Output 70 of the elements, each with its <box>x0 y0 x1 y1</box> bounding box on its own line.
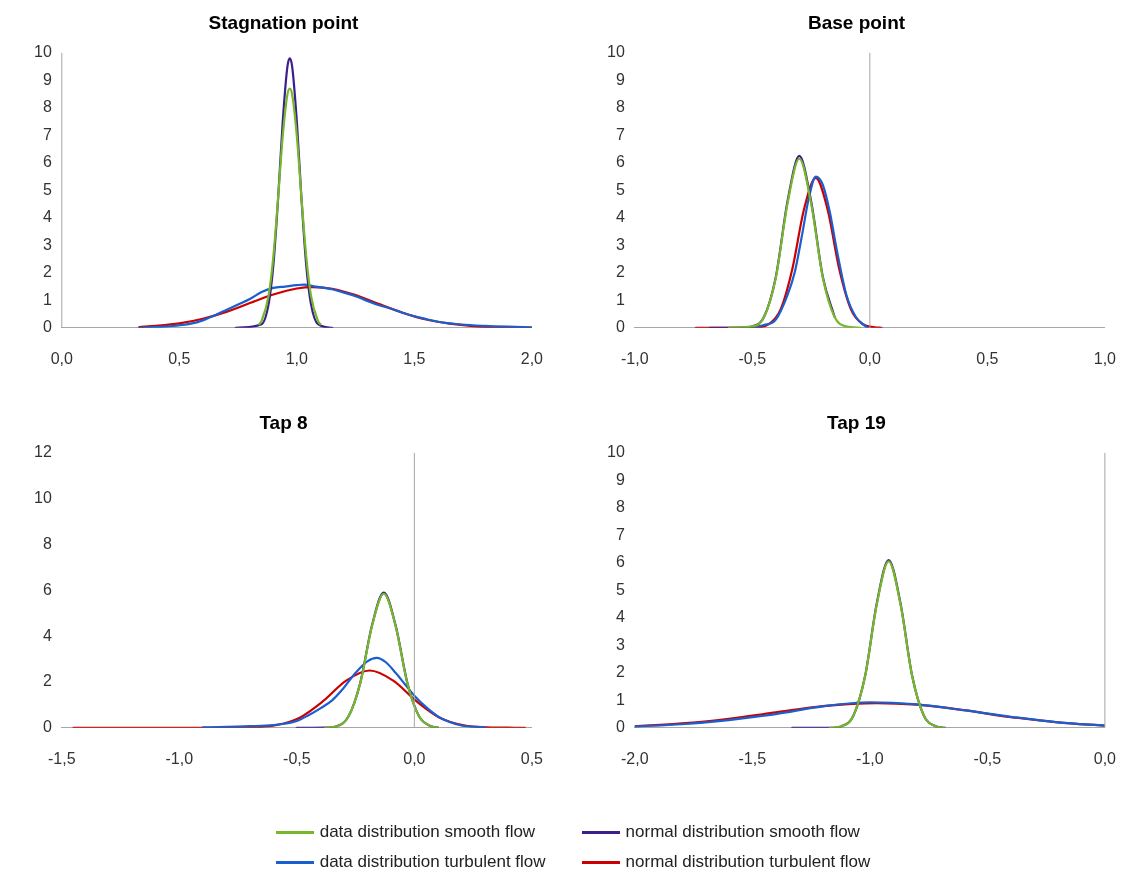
y-tick-label: 7 <box>615 525 625 543</box>
y-tick-label: 8 <box>615 498 625 516</box>
y-tick-label: 5 <box>615 580 625 598</box>
x-tick-label: -2,0 <box>621 749 649 767</box>
y-tick-label: 2 <box>42 263 52 281</box>
legend-label: data distribution smooth flow <box>319 822 536 842</box>
y-tick-label: 8 <box>615 98 625 116</box>
y-tick-label: 12 <box>34 443 52 461</box>
y-tick-label: 0 <box>42 318 52 336</box>
x-tick-label: 0,5 <box>168 349 191 367</box>
y-tick-label: 3 <box>615 235 625 253</box>
legend-label: data distribution turbulent flow <box>319 852 546 872</box>
y-tick-label: 1 <box>615 290 625 308</box>
y-tick-label: 4 <box>615 608 625 626</box>
x-tick-label: 0,0 <box>858 349 882 367</box>
y-tick-label: 7 <box>42 125 52 143</box>
y-tick-label: 9 <box>615 470 625 488</box>
y-tick-label: 2 <box>615 263 625 281</box>
y-tick-label: 2 <box>615 663 625 681</box>
chart-title: Tap 8 <box>259 411 308 433</box>
x-tick-label: -1,0 <box>165 749 194 767</box>
x-tick-label: -1,5 <box>48 749 76 767</box>
y-tick-label: 9 <box>42 70 52 88</box>
y-tick-label: 8 <box>42 98 52 116</box>
y-tick-label: 9 <box>615 70 625 88</box>
y-tick-label: 1 <box>42 290 52 308</box>
y-tick-label: 10 <box>607 43 625 61</box>
chart-title: Base point <box>807 11 906 33</box>
legend-label: normal distribution turbulent flow <box>625 852 871 872</box>
x-tick-label: 0,0 <box>403 749 426 767</box>
y-tick-label: 1 <box>615 690 625 708</box>
y-tick-label: 0 <box>42 718 52 736</box>
y-tick-label: 6 <box>615 153 625 171</box>
y-tick-label: 4 <box>615 208 625 226</box>
x-tick-label: 0,5 <box>976 349 999 367</box>
y-tick-label: 10 <box>34 489 52 507</box>
y-tick-label: 0 <box>615 318 625 336</box>
x-tick-label: 1,0 <box>285 349 309 367</box>
line-series <box>201 656 486 728</box>
x-tick-label: -1,0 <box>621 349 649 367</box>
y-tick-label: 5 <box>42 180 52 198</box>
x-tick-label: 2,0 <box>520 349 544 367</box>
x-tick-label: 0,0 <box>1093 749 1117 767</box>
line-series <box>258 87 322 326</box>
x-tick-label: 0,0 <box>50 349 74 367</box>
x-tick-label: -1,5 <box>738 749 767 767</box>
y-tick-label: 6 <box>42 153 52 171</box>
y-tick-label: 10 <box>34 43 52 61</box>
y-tick-label: 0 <box>615 718 625 736</box>
x-tick-label: -0,5 <box>283 749 311 767</box>
x-tick-label: -0,5 <box>973 749 1002 767</box>
y-tick-label: 5 <box>615 180 625 198</box>
y-tick-label: 4 <box>42 626 52 644</box>
y-tick-label: 3 <box>615 635 625 653</box>
y-tick-label: 6 <box>615 553 625 571</box>
x-tick-label: 1,0 <box>1093 349 1117 367</box>
chart-title: Stagnation point <box>208 11 360 33</box>
y-tick-label: 3 <box>42 235 52 253</box>
x-tick-label: -0,5 <box>738 349 767 367</box>
x-tick-label: 0,5 <box>520 749 544 767</box>
x-tick-label: -1,0 <box>856 749 884 767</box>
y-tick-label: 6 <box>42 580 52 598</box>
y-tick-label: 2 <box>42 672 52 690</box>
x-tick-label: 1,5 <box>403 349 426 367</box>
y-tick-label: 10 <box>607 443 625 461</box>
legend-label: normal distribution smooth flow <box>625 822 860 842</box>
y-tick-label: 4 <box>42 208 52 226</box>
chart-title: Tap 19 <box>827 411 886 433</box>
y-tick-label: 8 <box>42 534 52 552</box>
y-tick-label: 7 <box>615 125 625 143</box>
